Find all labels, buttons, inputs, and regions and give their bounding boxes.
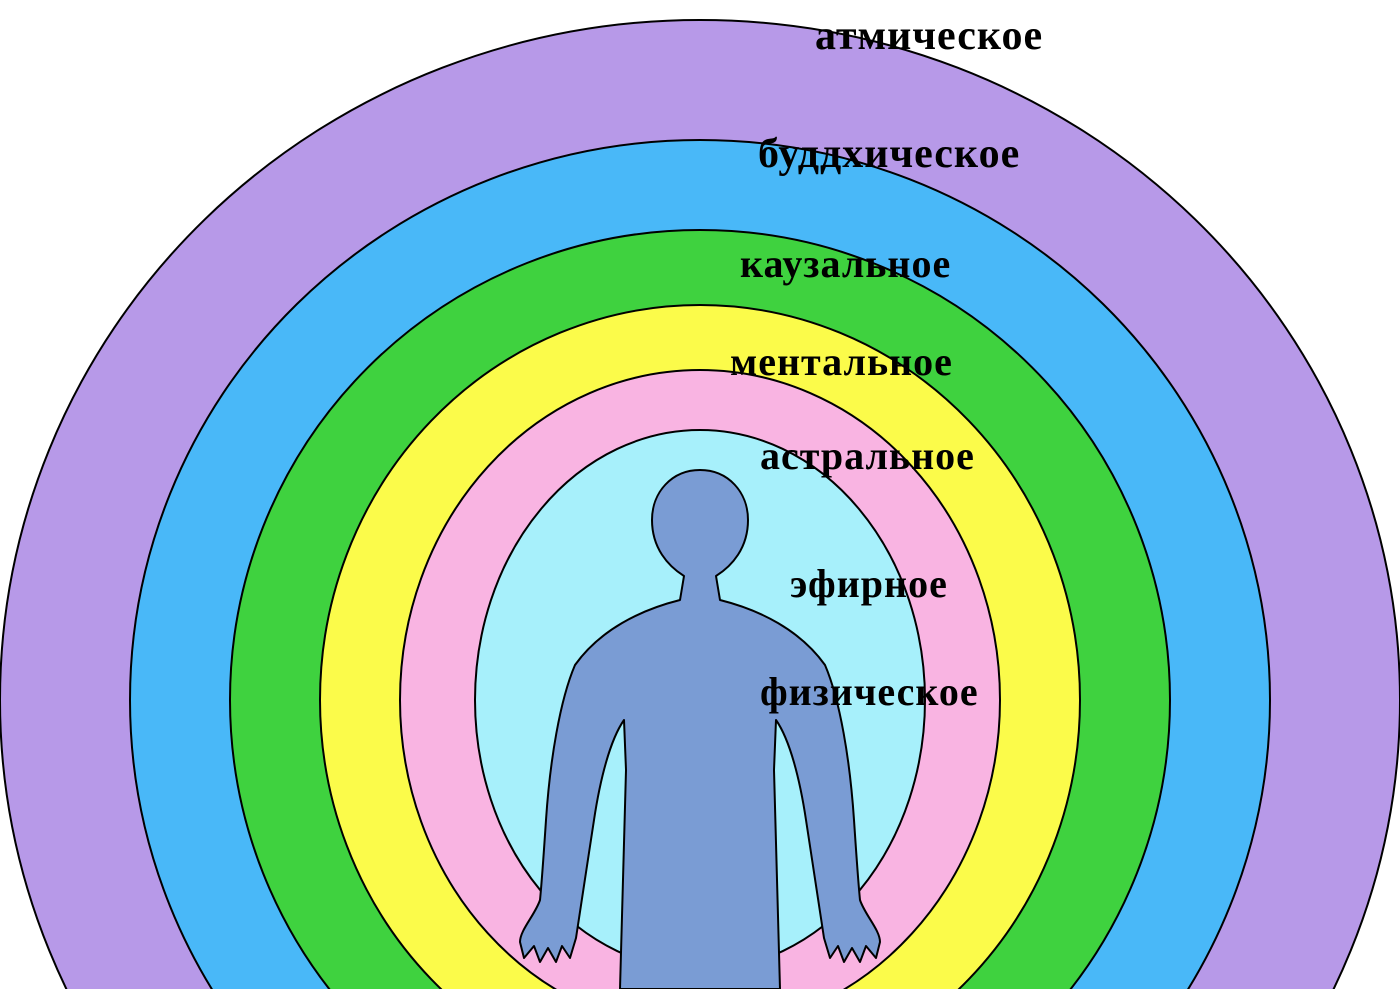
aura-diagram: атмическое буддхическое каузальное ментальн… xyxy=(0,0,1400,989)
label-astral: астральное xyxy=(760,432,975,479)
label-etheric: эфирное xyxy=(790,560,948,607)
label-causal: каузальное xyxy=(740,240,951,287)
label-atmic: атмическое xyxy=(815,12,1043,60)
watermark-text: VK.CO xyxy=(1040,60,1145,94)
layers-svg xyxy=(0,0,1400,989)
label-mental: ментальное xyxy=(730,338,953,385)
label-buddhic: буддхическое xyxy=(758,130,1020,178)
label-physical: физическое xyxy=(760,668,979,715)
